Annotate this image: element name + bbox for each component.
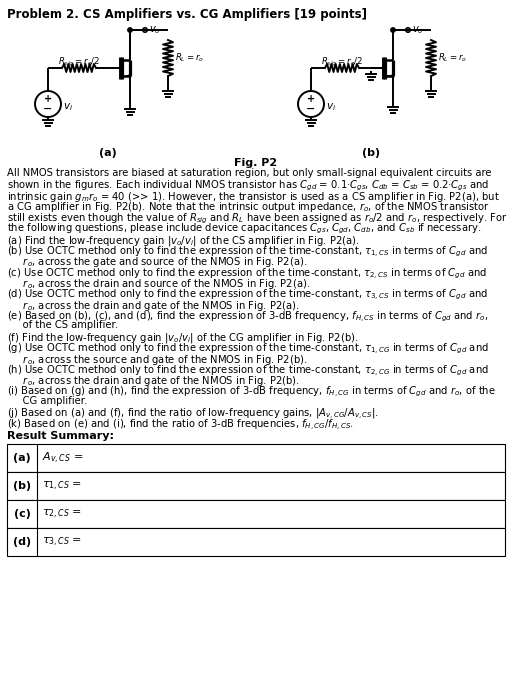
Text: All NMOS transistors are biased at saturation region, but only small-signal equi: All NMOS transistors are biased at satur…: [7, 168, 492, 178]
Text: $v_i$: $v_i$: [63, 101, 73, 113]
Text: intrinsic gain $g_m$$r_o$ = 40 (>> 1). However, the transistor is used as a CS a: intrinsic gain $g_m$$r_o$ = 40 (>> 1). H…: [7, 190, 500, 203]
Circle shape: [391, 28, 395, 32]
Text: a CG amplifier in Fig. P2(b). Note that the intrinsic output impedance, $r_o$, o: a CG amplifier in Fig. P2(b). Note that …: [7, 201, 490, 214]
Text: still exists even though the value of $R_{sig}$ and $R_L$ have been assigned as : still exists even though the value of $R…: [7, 212, 508, 226]
Bar: [7, 500, 505, 528]
Text: (d): (d): [13, 537, 31, 547]
Text: (j) Based on (a) and (f), find the ratio of low-frequency gains, |$A_{v,CG}$/$A_: (j) Based on (a) and (f), find the ratio…: [7, 407, 379, 421]
Text: $r_o$, across the drain and source of the NMOS in Fig. P2(a).: $r_o$, across the drain and source of th…: [7, 277, 310, 291]
Text: $A_{v,CS}$ =: $A_{v,CS}$ =: [42, 451, 83, 466]
Text: Problem 2. CS Amplifiers vs. CG Amplifiers [19 points]: Problem 2. CS Amplifiers vs. CG Amplifie…: [7, 8, 367, 21]
Text: $v_i$: $v_i$: [326, 101, 336, 113]
Text: CG amplifier.: CG amplifier.: [7, 396, 87, 406]
Text: (a) Find the low-frequency gain |$v_o$/$v_i$| of the CS amplifier in Fig. P2(a).: (a) Find the low-frequency gain |$v_o$/$…: [7, 234, 359, 247]
Bar: [7, 444, 505, 472]
Text: $R_L = r_o$: $R_L = r_o$: [175, 52, 204, 64]
Text: $r_o$, across the drain and gate of the NMOS in Fig. P2(b).: $r_o$, across the drain and gate of the …: [7, 374, 300, 388]
Text: (e) Based on (b), (c), and (d), find the expression of 3-dB frequency, $f_{H,CS}: (e) Based on (b), (c), and (d), find the…: [7, 309, 488, 324]
Text: $r_o$, across the drain and gate of the NMOS in Fig. P2(a).: $r_o$, across the drain and gate of the …: [7, 298, 300, 313]
Text: +: +: [307, 94, 315, 104]
Text: of the CS amplifier.: of the CS amplifier.: [7, 320, 118, 330]
Text: $R_{sig} = r_o/2$: $R_{sig} = r_o/2$: [321, 56, 363, 69]
Text: the following questions, please include device capacitances $C_{gs}$, $C_{gd}$, : the following questions, please include …: [7, 222, 481, 237]
Text: (c): (c): [13, 509, 30, 519]
Text: $v_o$: $v_o$: [412, 24, 423, 36]
Text: +: +: [44, 94, 52, 104]
Text: shown in the figures. Each individual NMOS transistor has $C_{gd}$ = 0.1·$C_{gs}: shown in the figures. Each individual NM…: [7, 179, 489, 193]
Text: (c) Use OCTC method only to find the expression of the time-constant, $\tau_{2,C: (c) Use OCTC method only to find the exp…: [7, 266, 487, 281]
Text: Result Summary:: Result Summary:: [7, 431, 114, 441]
Text: (a): (a): [99, 148, 117, 158]
Text: Fig. P2: Fig. P2: [234, 158, 278, 168]
Text: $R_L = r_o$: $R_L = r_o$: [438, 52, 467, 64]
Text: $\tau_{3,CS}$ =: $\tau_{3,CS}$ =: [42, 536, 82, 549]
Text: −: −: [306, 104, 316, 114]
Text: $r_o$, across the gate and source of the NMOS in Fig. P2(a).: $r_o$, across the gate and source of the…: [7, 256, 307, 269]
Text: (b): (b): [362, 148, 380, 158]
Bar: [7, 528, 505, 556]
Text: (b) Use OCTC method only to find the expression of the time-constant, $\tau_{1,C: (b) Use OCTC method only to find the exp…: [7, 245, 488, 259]
Text: (i) Based on (g) and (h), find the expression of 3-dB frequency, $f_{H,CG}$ in t: (i) Based on (g) and (h), find the expre…: [7, 385, 496, 399]
Text: (f) Find the low-frequency gain |$v_o$/$v_i$| of the CG amplifier in Fig. P2(b).: (f) Find the low-frequency gain |$v_o$/$…: [7, 331, 358, 345]
Text: $v_o$: $v_o$: [149, 24, 161, 36]
Circle shape: [128, 28, 132, 32]
Text: $\tau_{2,CS}$ =: $\tau_{2,CS}$ =: [42, 508, 82, 521]
Text: (k) Based on (e) and (i), find the ratio of 3-dB frequencies, $f_{H,CG}$/$f_{H,C: (k) Based on (e) and (i), find the ratio…: [7, 418, 354, 433]
Text: (a): (a): [13, 453, 31, 463]
Text: (d) Use OCTC method only to find the expression of the time-constant, $\tau_{3,C: (d) Use OCTC method only to find the exp…: [7, 287, 488, 302]
Text: −: −: [44, 104, 53, 114]
Bar: [7, 472, 505, 500]
Text: (h) Use OCTC method only to find the expression of the time-constant, $\tau_{2,C: (h) Use OCTC method only to find the exp…: [7, 363, 489, 378]
Text: $r_o$, across the source and gate of the NMOS in Fig. P2(b).: $r_o$, across the source and gate of the…: [7, 353, 307, 367]
Text: (g) Use OCTC method only to find the expression of the time-constant, $\tau_{1,C: (g) Use OCTC method only to find the exp…: [7, 342, 489, 356]
Text: $R_{sig} = r_o/2$: $R_{sig} = r_o/2$: [58, 56, 100, 69]
Text: $\tau_{1,CS}$ =: $\tau_{1,CS}$ =: [42, 479, 82, 493]
Text: (b): (b): [13, 481, 31, 491]
